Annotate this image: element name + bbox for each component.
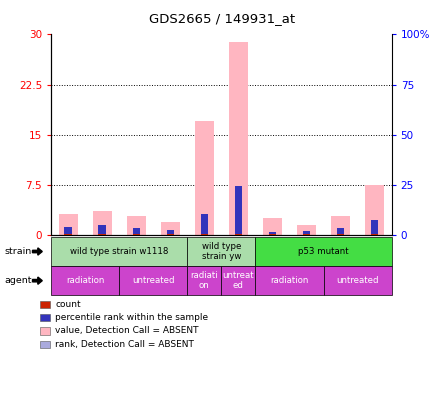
Text: untreat
ed: untreat ed — [222, 271, 254, 290]
Bar — [269, 234, 276, 235]
Bar — [195, 122, 214, 235]
Text: untreated: untreated — [336, 276, 379, 285]
Bar — [98, 234, 106, 235]
Bar — [297, 225, 316, 235]
Bar — [235, 234, 242, 235]
Bar — [371, 234, 378, 235]
Bar — [133, 234, 140, 235]
Bar — [337, 228, 344, 235]
Bar — [98, 225, 106, 235]
Bar — [337, 234, 344, 235]
Bar — [133, 228, 140, 235]
Bar — [201, 213, 208, 235]
Bar — [365, 185, 384, 235]
Text: rank, Detection Call = ABSENT: rank, Detection Call = ABSENT — [55, 340, 194, 349]
Text: strain: strain — [4, 247, 32, 256]
Bar — [263, 218, 282, 235]
Bar — [93, 211, 112, 235]
Bar — [229, 43, 248, 235]
Bar — [59, 213, 77, 235]
Bar — [166, 234, 174, 235]
Text: radiation: radiation — [66, 276, 105, 285]
Bar — [65, 227, 72, 235]
Bar — [127, 216, 146, 235]
Text: radiation: radiation — [270, 276, 309, 285]
Text: value, Detection Call = ABSENT: value, Detection Call = ABSENT — [55, 326, 198, 335]
Bar — [166, 230, 174, 235]
Bar — [269, 232, 276, 235]
Text: percentile rank within the sample: percentile rank within the sample — [55, 313, 208, 322]
Bar — [65, 234, 72, 235]
Bar — [303, 231, 310, 235]
Bar — [303, 234, 310, 235]
Text: wild type strain w1118: wild type strain w1118 — [70, 247, 169, 256]
Text: wild type
strain yw: wild type strain yw — [202, 242, 241, 261]
Text: GDS2665 / 149931_at: GDS2665 / 149931_at — [150, 12, 295, 25]
Text: count: count — [55, 300, 81, 309]
Bar — [331, 216, 350, 235]
Text: agent: agent — [4, 276, 32, 285]
Text: radiati
on: radiati on — [190, 271, 218, 290]
Bar — [201, 234, 208, 235]
Bar — [235, 186, 242, 235]
Bar — [371, 220, 378, 235]
Text: untreated: untreated — [132, 276, 174, 285]
Text: p53 mutant: p53 mutant — [298, 247, 349, 256]
Bar — [161, 222, 180, 235]
